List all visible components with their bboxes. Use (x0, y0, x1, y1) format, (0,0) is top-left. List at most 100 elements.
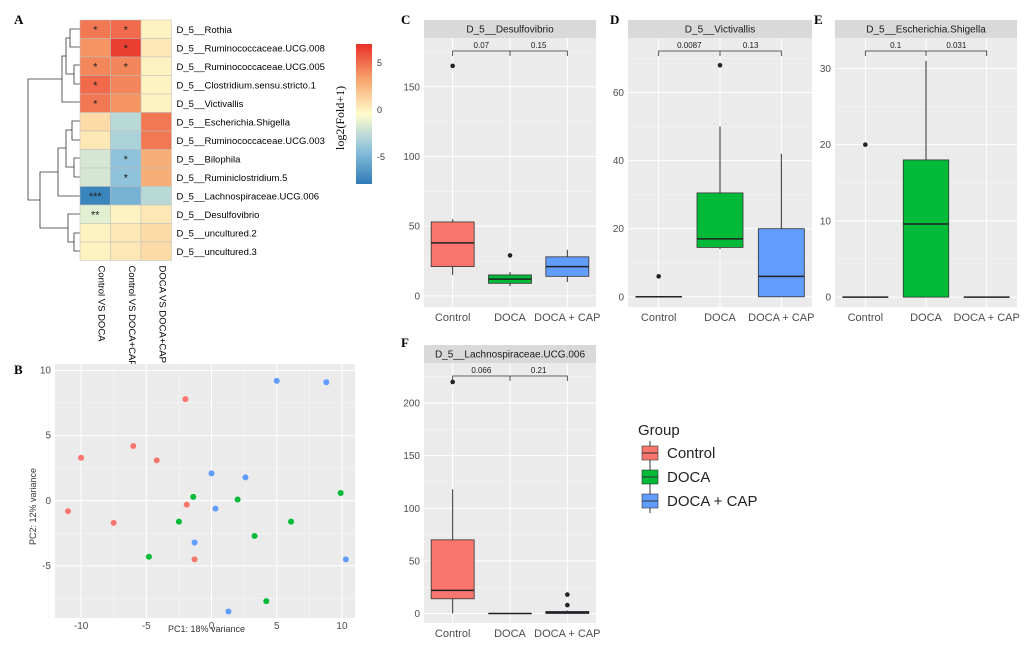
pca-x-tick-label: 5 (274, 621, 280, 632)
heatmap-cell-d-5-uncultured-3-1 (110, 241, 142, 261)
pca-y-tick-label: 10 (40, 366, 52, 377)
outlier-point (450, 379, 455, 385)
box-control (430, 379, 475, 614)
heatmap-cell-d-5-uncultured-2-2 (140, 223, 172, 243)
colorbar-tick-0: 0 (377, 105, 382, 115)
box-control (635, 274, 683, 298)
box-doca-cap (545, 592, 590, 614)
x-category-label: Control (435, 312, 470, 324)
heatmap-cell-d-5-ruminococcaceae-ucg-005-2 (140, 56, 172, 76)
pca-point-doca (145, 553, 152, 560)
y-tick-label: 100 (403, 504, 420, 515)
pca-x-tick-label: -10 (74, 621, 89, 632)
panel-label-e: E (814, 12, 823, 27)
heatmap: * *** ********** (79, 19, 172, 261)
heatmap-significance-d-5-rothia-0: * (93, 24, 98, 36)
box-control (842, 142, 889, 298)
heatmap-significance-d-5-desulfovibrio-0: ** (91, 209, 100, 221)
p-value-label: 0.13 (743, 41, 759, 50)
y-tick-label: 30 (820, 64, 832, 75)
pca-point-doca (337, 489, 344, 496)
heatmap-cell-d-5-uncultured-2-0 (79, 223, 111, 243)
heatmap-cell-d-5-ruminiclostridium-5-2 (140, 167, 172, 187)
legend-title: Group (638, 422, 680, 439)
p-value-label: 0.07 (474, 41, 490, 50)
pca-point-doca-cap (342, 556, 349, 563)
legend-label-doca: DOCA (667, 469, 710, 486)
box-doca (488, 253, 532, 287)
strip-label-d-5-victivallis: D_5__Victivallis (685, 25, 755, 36)
x-category-label: DOCA (704, 312, 736, 324)
pca-point-doca-cap (208, 470, 215, 477)
x-category-label: DOCA (910, 312, 942, 324)
y-tick-label: 10 (820, 216, 832, 227)
x-category-label: Control (848, 312, 883, 324)
heatmap-row-label: D_5__Bilophila (177, 154, 242, 165)
heatmap-significance-d-5-ruminococcaceae-ucg-005-1: * (124, 61, 129, 73)
pca-point-doca (263, 598, 270, 605)
heatmap-column-label: Control VS DOCA+CAP (126, 266, 137, 367)
heatmap-significance-d-5-rothia-1: * (124, 24, 129, 36)
heatmap-row-label: D_5__uncultured.3 (177, 247, 257, 258)
heatmap-cell-d-5-lachnospiraceae-ucg-006-2 (140, 186, 172, 206)
strip-d-5-desulfovibrio (424, 20, 596, 38)
colorbar-title: log2(Fold+1) (333, 86, 347, 150)
strip-label-d-5-desulfovibrio: D_5__Desulfovibrio (466, 25, 554, 36)
heatmap-row-label: D_5__Rothia (177, 25, 233, 36)
x-category-label: DOCA (494, 628, 526, 640)
pca-point-doca (190, 493, 197, 500)
colorbar (356, 44, 372, 184)
heatmap-cell-d-5-rothia-2 (140, 19, 172, 39)
x-category-label: DOCA (494, 312, 526, 324)
heatmap-cell-d-5-uncultured-3-0 (79, 241, 111, 261)
heatmap-row-label: D_5__Ruminococcaceae.UCG.005 (177, 62, 325, 73)
pca-point-doca (251, 532, 258, 539)
outlier-point (863, 142, 868, 147)
heatmap-cell-d-5-desulfovibrio-2 (140, 204, 172, 224)
heatmap-cell-d-5-ruminococcaceae-ucg-003-2 (140, 130, 172, 150)
pca-point-control (183, 501, 190, 508)
pca-x-axis-label: PC1: 18% variance (168, 624, 245, 634)
pca-point-control (191, 556, 198, 563)
pca-y-tick-label: -5 (42, 561, 51, 572)
heatmap-cell-d-5-clostridium-sensu-stricto-1-1 (110, 75, 142, 95)
y-tick-label: 0 (618, 292, 624, 303)
heatmap-cell-d-5-ruminococcaceae-ucg-003-0 (79, 130, 111, 150)
heatmap-cell-d-5-uncultured-3-2 (140, 241, 172, 261)
legend-item-control: Control (641, 441, 715, 465)
p-value-label: 0.1 (890, 41, 902, 50)
pca-point-doca-cap (273, 377, 280, 384)
x-category-label: DOCA + CAP (534, 312, 600, 324)
pca-y-tick-label: 0 (45, 496, 51, 507)
outlier-point (565, 592, 570, 597)
pca-scatter: -10 -5 0 5 10 10 5 0 -5 (40, 364, 355, 632)
strip-d-5-lachnospiraceae-ucg-006 (424, 345, 596, 363)
pca-point-control (78, 454, 85, 461)
heatmap-row-label: D_5__Escherichia.Shigella (177, 117, 291, 128)
pca-point-control (110, 519, 117, 526)
heatmap-cell-d-5-lachnospiraceae-ucg-006-1 (110, 186, 142, 206)
y-tick-label: 0 (414, 291, 420, 302)
panel-label-b: B (14, 362, 23, 377)
legend-item-doca-cap: DOCA + CAP (641, 489, 757, 513)
pca-point-doca (175, 518, 182, 525)
box-body (430, 539, 475, 600)
y-tick-label: 150 (403, 451, 420, 462)
box-doca (902, 60, 950, 298)
pca-point-control (65, 508, 72, 515)
strip-label-d-5-escherichia-shigella: D_5__Escherichia.Shigella (866, 25, 986, 36)
x-category-label: Control (435, 628, 470, 640)
x-category-label: Control (641, 312, 676, 324)
pca-point-control (182, 396, 189, 403)
legend-label-control: Control (667, 445, 715, 462)
pca-point-control (130, 443, 137, 450)
heatmap-significance-d-5-clostridium-sensu-stricto-1-0: * (93, 80, 98, 92)
heatmap-cell-d-5-ruminococcaceae-ucg-003-1 (110, 130, 142, 150)
heatmap-significance-d-5-ruminiclostridium-5-1: * (124, 172, 129, 184)
outlier-point (450, 63, 455, 69)
y-tick-label: 0 (825, 293, 831, 304)
pca-point-doca-cap (225, 608, 232, 615)
pca-point-doca-cap (242, 474, 249, 481)
p-value-label: 0.15 (531, 41, 547, 50)
